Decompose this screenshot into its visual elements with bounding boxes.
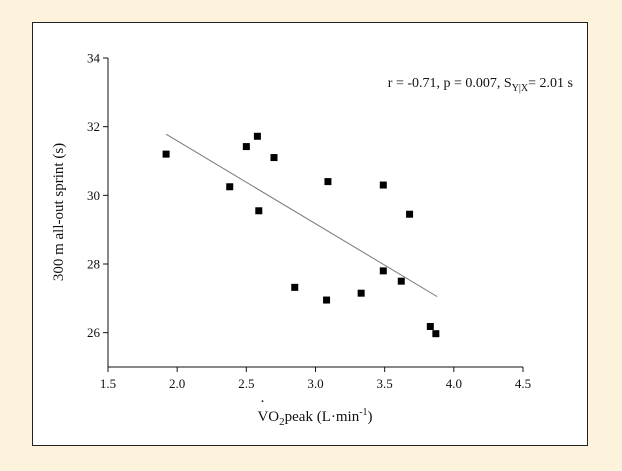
chart-frame: 1.5 2.0 2.5 3.0 3.5 4.0 4.5 26 28 30 32 34 r = -0.… — [32, 22, 588, 446]
data-point-9 — [357, 289, 365, 297]
data-point-12 — [397, 277, 405, 285]
x-tick-label: 2.5 — [238, 376, 254, 391]
data-point-1 — [226, 183, 234, 191]
x-tick-label: 4.5 — [515, 376, 531, 391]
data-point-10 — [379, 181, 387, 189]
x-tick-label: 1.5 — [100, 376, 116, 391]
y-ticks: 26 28 30 32 34 — [87, 51, 108, 340]
data-point-15 — [432, 330, 440, 338]
data-points — [162, 132, 440, 338]
data-point-3 — [253, 132, 261, 140]
y-tick-label: 26 — [87, 325, 101, 340]
y-axis-title: 300 m all-out sprint (s) — [51, 143, 67, 281]
y-tick-label: 30 — [87, 188, 100, 203]
x-tick-label: 2.0 — [169, 376, 185, 391]
y-tick-label: 32 — [87, 119, 100, 134]
data-point-8 — [324, 178, 332, 186]
data-point-4 — [255, 207, 263, 215]
data-point-2 — [242, 143, 250, 151]
x-tick-label: 3.0 — [307, 376, 323, 391]
x-tick-label: 3.5 — [377, 376, 393, 391]
data-point-7 — [323, 296, 331, 304]
y-tick-label: 34 — [87, 51, 101, 66]
data-point-13 — [406, 210, 414, 218]
data-point-6 — [291, 283, 299, 291]
data-point-5 — [270, 154, 278, 162]
regression-line — [165, 133, 438, 298]
data-point-11 — [379, 267, 387, 275]
x-tick-label: 4.0 — [446, 376, 462, 391]
data-point-0 — [162, 150, 170, 158]
x-axis-title: VO2peak (L·min-1) — [257, 407, 372, 428]
x-axis-title-overdot: · — [260, 394, 265, 410]
statistics-annotation: r = -0.71, p = 0.007, SY|X= 2.01 s — [388, 76, 573, 94]
y-tick-label: 28 — [87, 257, 100, 272]
scatter-chart: 1.5 2.0 2.5 3.0 3.5 4.0 4.5 26 28 30 32 34 r = -0.… — [51, 51, 573, 429]
x-ticks: 1.5 2.0 2.5 3.0 3.5 4.0 4.5 — [100, 367, 531, 391]
data-point-14 — [426, 322, 434, 330]
